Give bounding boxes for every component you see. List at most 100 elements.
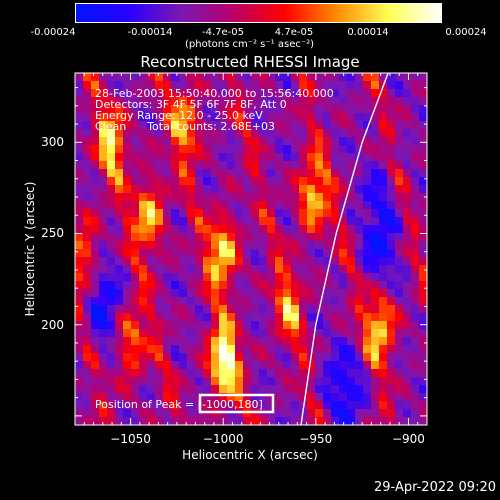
heatmap-cell [339,89,347,97]
heatmap-cell [195,345,203,353]
heatmap-cell [251,105,259,113]
heatmap-cell [123,273,131,281]
heatmap-cell [419,81,427,89]
heatmap-cell [299,193,307,201]
heatmap-cell [107,273,115,281]
heatmap-cell [355,369,363,377]
heatmap-cell [99,369,107,377]
heatmap-cell [251,417,259,425]
heatmap-cell [155,177,163,185]
heatmap-cell [251,265,259,273]
heatmap-cell [107,185,115,193]
heatmap-cell [275,121,283,129]
heatmap-cell [243,273,251,281]
heatmap-cell [115,329,123,337]
heatmap-cell [123,321,131,329]
heatmap-cell [291,161,299,169]
heatmap-cell [307,409,315,417]
heatmap-cell [267,97,275,105]
heatmap-cell [107,105,115,113]
heatmap-cell [99,209,107,217]
heatmap-cell [331,161,339,169]
heatmap-cell [107,73,115,81]
heatmap-cell [315,241,323,249]
heatmap-cell [211,241,219,249]
heatmap-cell [275,401,283,409]
heatmap-cell [203,297,211,305]
heatmap-cell [243,249,251,257]
heatmap-cell [107,289,115,297]
heatmap-cell [163,209,171,217]
heatmap-cell [187,345,195,353]
heatmap-cell [379,257,387,265]
heatmap-cell [307,417,315,425]
heatmap-cell [123,377,131,385]
heatmap-cell [371,249,379,257]
heatmap-cell [419,329,427,337]
heatmap-cell [315,249,323,257]
heatmap-cell [339,169,347,177]
heatmap-cell [123,409,131,417]
heatmap-cell [83,417,91,425]
heatmap-cell [323,177,331,185]
heatmap-cell [267,385,275,393]
solar-limb-line [300,72,389,426]
heatmap-cell [363,137,371,145]
heatmap-cell [187,265,195,273]
heatmap-cell [267,209,275,217]
heatmap-cell [203,321,211,329]
heatmap-cell [379,273,387,281]
heatmap-cell [283,417,291,425]
heatmap-cell [195,217,203,225]
heatmap-cell [107,217,115,225]
heatmap-cell [275,225,283,233]
heatmap-cell [259,137,267,145]
heatmap-cell [163,305,171,313]
heatmap-cell [299,161,307,169]
heatmap-cell [251,305,259,313]
heatmap-cell [363,89,371,97]
info-line-detectors: Detectors: 3F 4F 5F 6F 7F 8F, Att 0 [95,98,287,111]
heatmap-cell [179,137,187,145]
heatmap-cell [371,297,379,305]
heatmap-cell [171,161,179,169]
heatmap-cell [195,377,203,385]
heatmap-cell [187,289,195,297]
heatmap-cell [227,313,235,321]
heatmap-cell [171,241,179,249]
heatmap-cell [99,249,107,257]
heatmap-cell [371,89,379,97]
heatmap-cell [195,353,203,361]
heatmap-cell [91,73,99,81]
heatmap-cell [259,225,267,233]
heatmap-cell [123,329,131,337]
heatmap-cell [251,281,259,289]
heatmap-cell [403,97,411,105]
heatmap-cell [315,345,323,353]
heatmap-cell [107,177,115,185]
heatmap-cell [83,73,91,81]
heatmap-cell [347,225,355,233]
heatmap-cell [75,345,83,353]
heatmap-cell [203,121,211,129]
heatmap-cell [275,273,283,281]
heatmap-cell [291,265,299,273]
heatmap-cell [163,73,171,81]
heatmap-cell [131,161,139,169]
heatmap-cell [139,89,147,97]
heatmap-cell [115,337,123,345]
heatmap-cell [147,113,155,121]
heatmap-cell [179,209,187,217]
heatmap-cell [91,113,99,121]
heatmap-cell [315,209,323,217]
heatmap-cell [299,345,307,353]
colorbar-tick-label: 0.00024 [445,27,487,38]
heatmap-cell [139,209,147,217]
heatmap-cell [371,393,379,401]
heatmap-cell [139,297,147,305]
heatmap-cell [355,113,363,121]
heatmap-cell [139,409,147,417]
heatmap-cell [387,153,395,161]
heatmap-cell [307,401,315,409]
heatmap-cell [267,193,275,201]
